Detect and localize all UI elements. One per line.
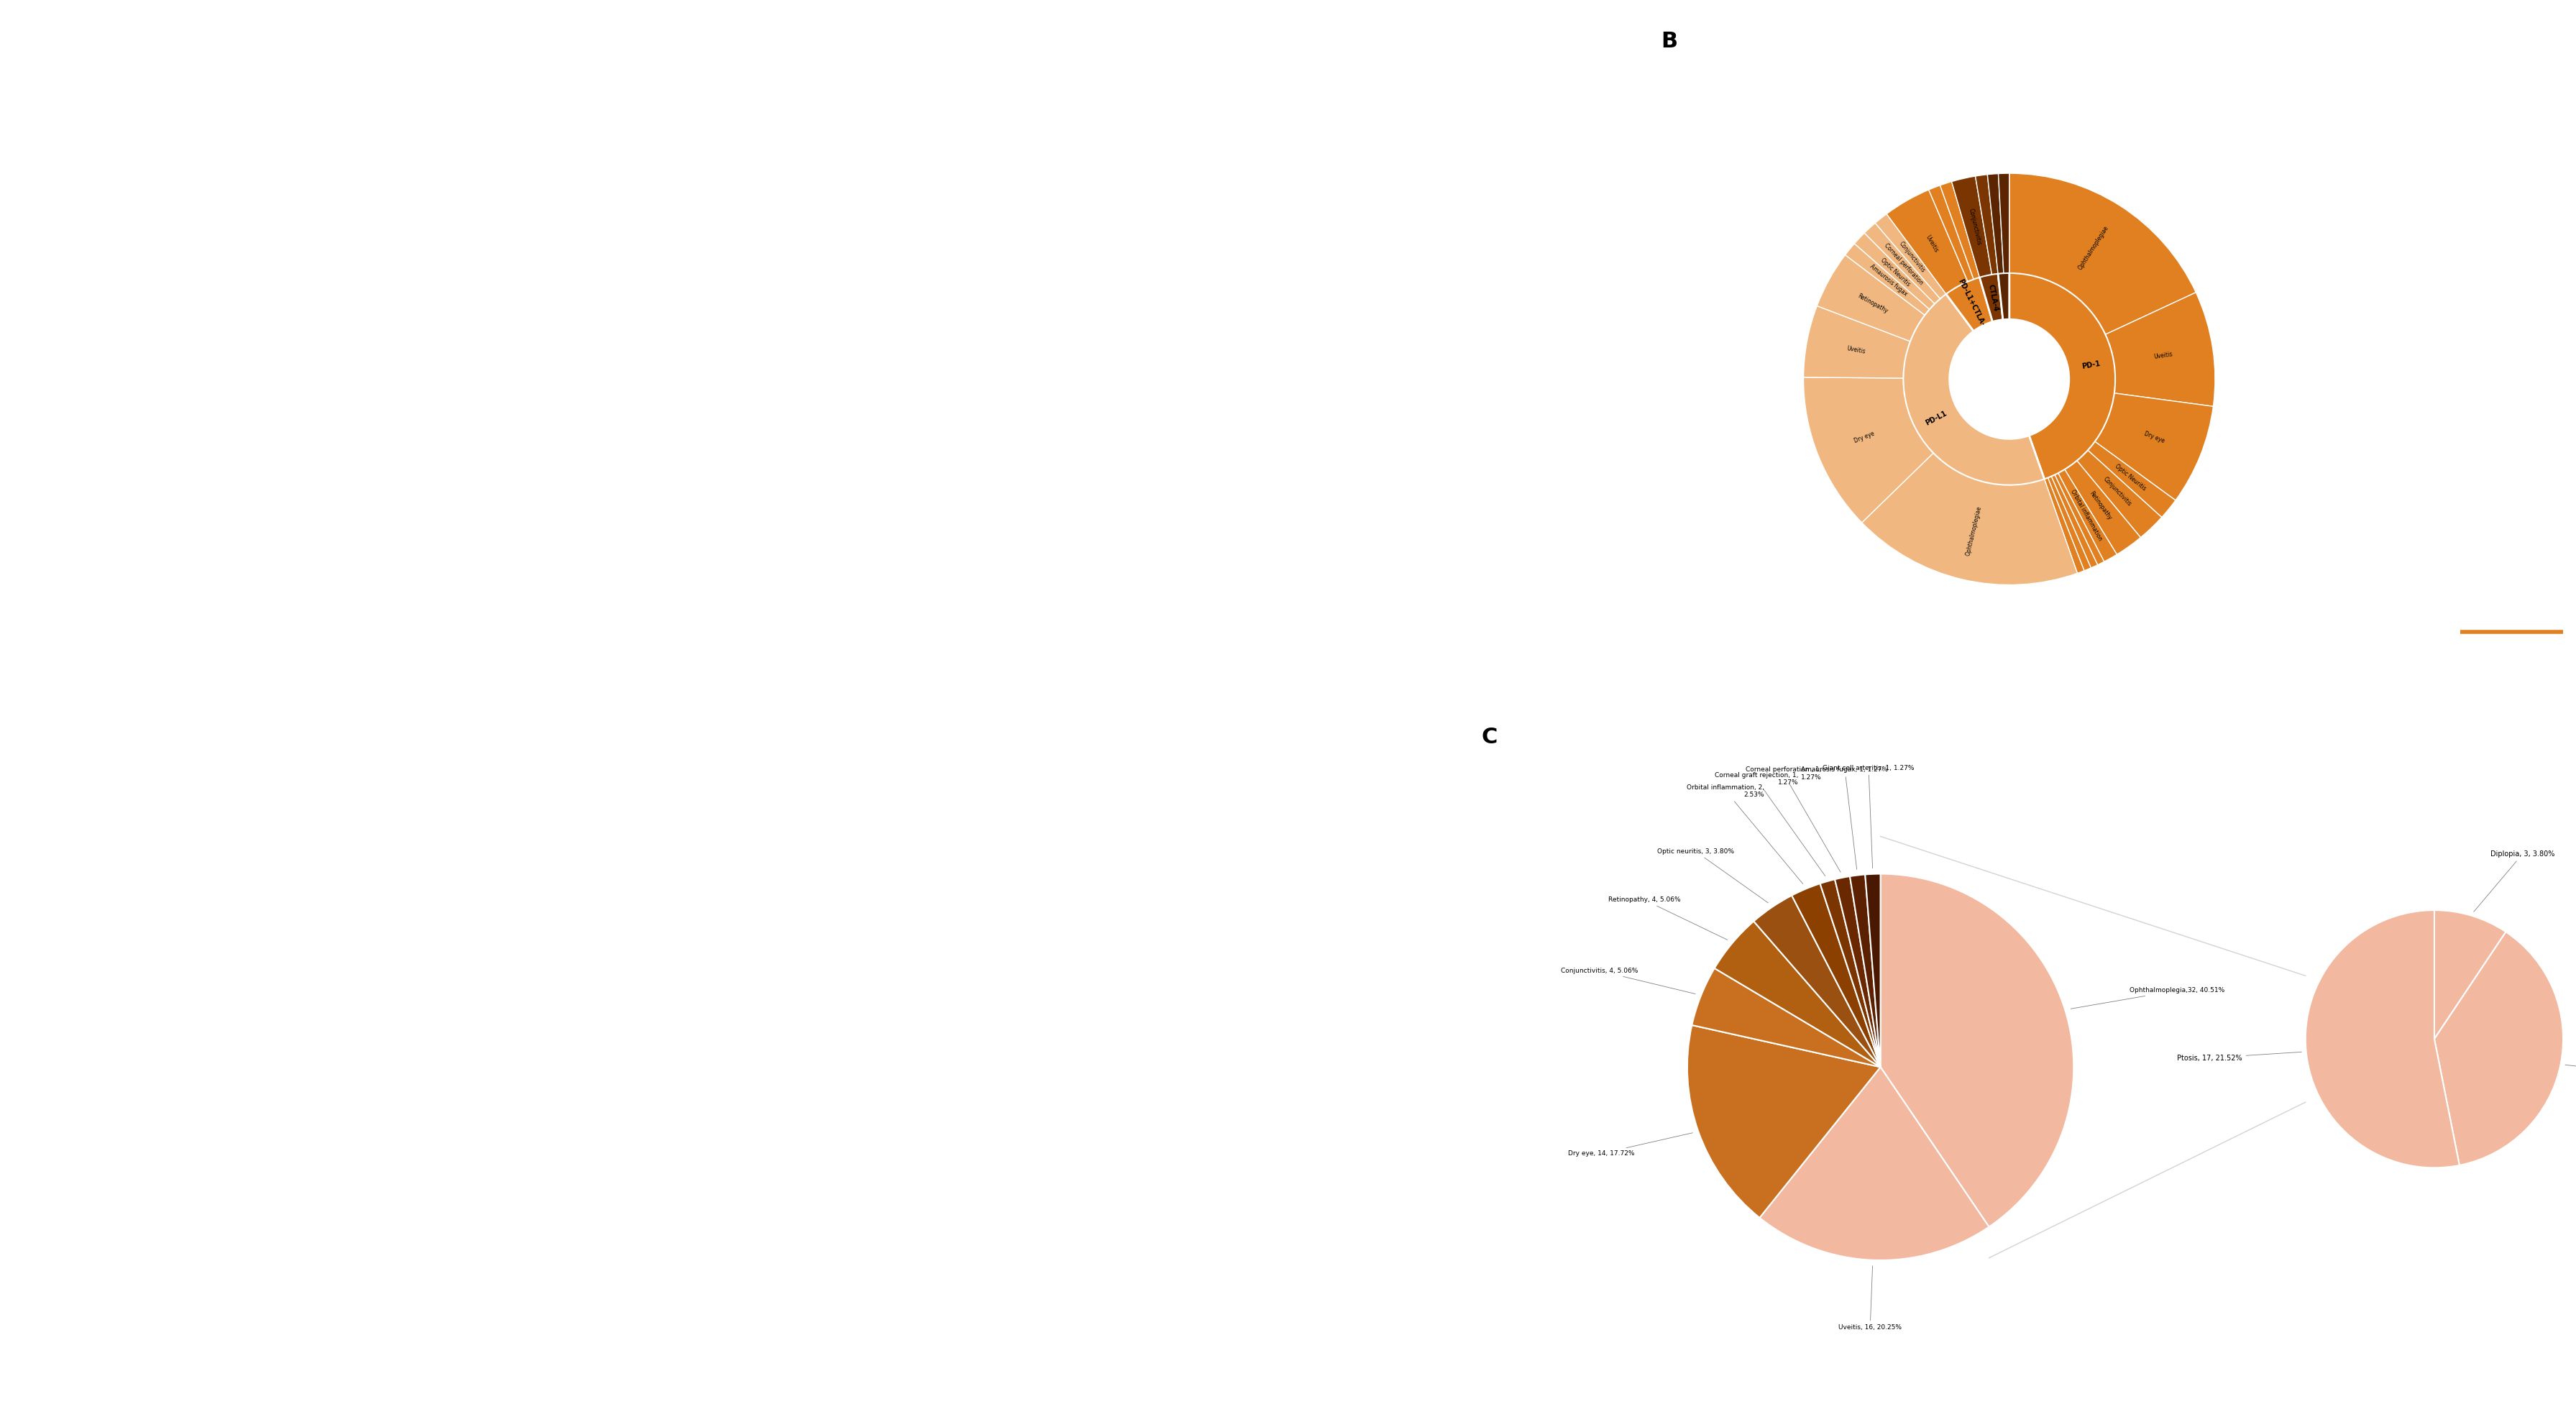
Wedge shape: [1880, 873, 2074, 1227]
Wedge shape: [1850, 875, 1880, 1067]
Wedge shape: [2058, 469, 2117, 562]
Text: Dry eye: Dry eye: [2143, 430, 2166, 444]
Wedge shape: [1821, 879, 1880, 1067]
Text: Corneal perforation: Corneal perforation: [1883, 243, 1924, 286]
Text: PD-L1: PD-L1: [1924, 410, 1947, 427]
Wedge shape: [1940, 181, 1978, 279]
Text: Dry eye, 14, 17.72%: Dry eye, 14, 17.72%: [1569, 1133, 1692, 1157]
Text: B: B: [1662, 31, 1677, 52]
Wedge shape: [1929, 185, 1973, 281]
Wedge shape: [2434, 932, 2563, 1165]
Wedge shape: [1999, 173, 2009, 272]
Wedge shape: [2434, 910, 2506, 1039]
Text: Amaurosis fugax, 1, 1.27%: Amaurosis fugax, 1, 1.27%: [1801, 767, 1888, 869]
Text: CTLA-4: CTLA-4: [1986, 284, 1999, 312]
Text: Ophthalmoplegia,32, 40.51%: Ophthalmoplegia,32, 40.51%: [2071, 987, 2226, 1009]
Wedge shape: [2009, 173, 2195, 334]
Text: PD-L1+CTLA-4: PD-L1+CTLA-4: [1958, 278, 1989, 331]
Wedge shape: [1754, 896, 1880, 1067]
Text: Conjunctivitis, 4, 5.06%: Conjunctivitis, 4, 5.06%: [1561, 967, 1695, 994]
Text: Uveitis, 16, 20.25%: Uveitis, 16, 20.25%: [1839, 1266, 1901, 1331]
Wedge shape: [1855, 233, 1935, 309]
Text: C: C: [1481, 727, 1497, 747]
Wedge shape: [1816, 256, 1924, 341]
Text: Optic neuritis, 3, 3.80%: Optic neuritis, 3, 3.80%: [1656, 848, 1767, 903]
Wedge shape: [1687, 1025, 1880, 1217]
Text: Conjunctivitis: Conjunctivitis: [1899, 240, 1927, 274]
Text: Corneal perforation , 1,
1.27%: Corneal perforation , 1, 1.27%: [1747, 767, 1842, 872]
Wedge shape: [2050, 475, 2097, 569]
Text: Ptosis, 17, 21.52%: Ptosis, 17, 21.52%: [2177, 1052, 2300, 1061]
Wedge shape: [1953, 176, 1991, 277]
Wedge shape: [1803, 378, 1932, 522]
Text: Optic Neuritis: Optic Neuritis: [2112, 463, 2146, 491]
Wedge shape: [1692, 969, 1880, 1067]
Text: Ophthalmoplegiae: Ophthalmoplegiae: [1965, 505, 1984, 556]
Text: Retinopathy: Retinopathy: [2087, 490, 2112, 521]
Text: Dry eye: Dry eye: [1852, 430, 1875, 444]
Circle shape: [1950, 319, 2069, 439]
Text: Ptosis and diplopia, 12,
15.19%: Ptosis and diplopia, 12, 15.19%: [2566, 1064, 2576, 1084]
Wedge shape: [1904, 293, 2045, 486]
Wedge shape: [1865, 873, 1880, 1067]
Wedge shape: [1875, 213, 1945, 299]
Text: Conjunctivitis: Conjunctivitis: [2102, 476, 2133, 508]
Text: Orbital inflammation, 2,
2.53%: Orbital inflammation, 2, 2.53%: [1687, 783, 1803, 885]
Text: Retinopathy, 4, 5.06%: Retinopathy, 4, 5.06%: [1607, 897, 1728, 939]
Text: Diplopia, 3, 3.80%: Diplopia, 3, 3.80%: [2473, 851, 2555, 911]
Wedge shape: [2105, 292, 2215, 406]
Wedge shape: [2094, 393, 2213, 500]
Wedge shape: [2306, 910, 2460, 1168]
Wedge shape: [1716, 921, 1880, 1067]
Text: Conjunctivitis: Conjunctivitis: [1968, 208, 1981, 246]
Wedge shape: [1976, 174, 1999, 274]
Wedge shape: [1865, 223, 1940, 303]
Wedge shape: [2089, 442, 2177, 517]
Wedge shape: [2066, 461, 2141, 555]
Wedge shape: [2009, 272, 2115, 479]
Text: Orbital inflammation: Orbital inflammation: [2069, 489, 2102, 542]
Wedge shape: [1862, 453, 2076, 585]
Wedge shape: [1978, 274, 2004, 322]
Wedge shape: [1759, 1067, 1989, 1261]
Wedge shape: [2048, 476, 2092, 570]
Wedge shape: [1844, 243, 1929, 314]
Text: Corneal graft rejection, 1,
1.27%: Corneal graft rejection, 1, 1.27%: [1716, 772, 1826, 876]
Text: PD-1: PD-1: [2081, 359, 2102, 371]
Wedge shape: [1945, 277, 1994, 331]
Text: Uveitis: Uveitis: [1924, 234, 1940, 254]
Wedge shape: [2076, 451, 2161, 538]
Text: Retinopathy: Retinopathy: [1857, 292, 1888, 314]
Wedge shape: [2045, 477, 2084, 573]
Text: Ophthalmoplegiae: Ophthalmoplegiae: [2076, 225, 2110, 271]
Wedge shape: [1793, 883, 1880, 1067]
Text: Amaurosis fugax: Amaurosis fugax: [1868, 264, 1909, 298]
Wedge shape: [1803, 306, 1909, 378]
Text: Uveitis: Uveitis: [1847, 345, 1865, 355]
Wedge shape: [1834, 876, 1880, 1067]
Wedge shape: [2056, 473, 2105, 564]
Wedge shape: [1886, 190, 1968, 293]
Wedge shape: [1989, 174, 2004, 274]
Text: Optic Neuritis: Optic Neuritis: [1880, 257, 1911, 288]
Text: Giant cell arteritis, 1, 1.27%: Giant cell arteritis, 1, 1.27%: [1824, 765, 1914, 868]
Wedge shape: [1999, 272, 2009, 320]
Text: Uveitis: Uveitis: [2154, 351, 2174, 361]
